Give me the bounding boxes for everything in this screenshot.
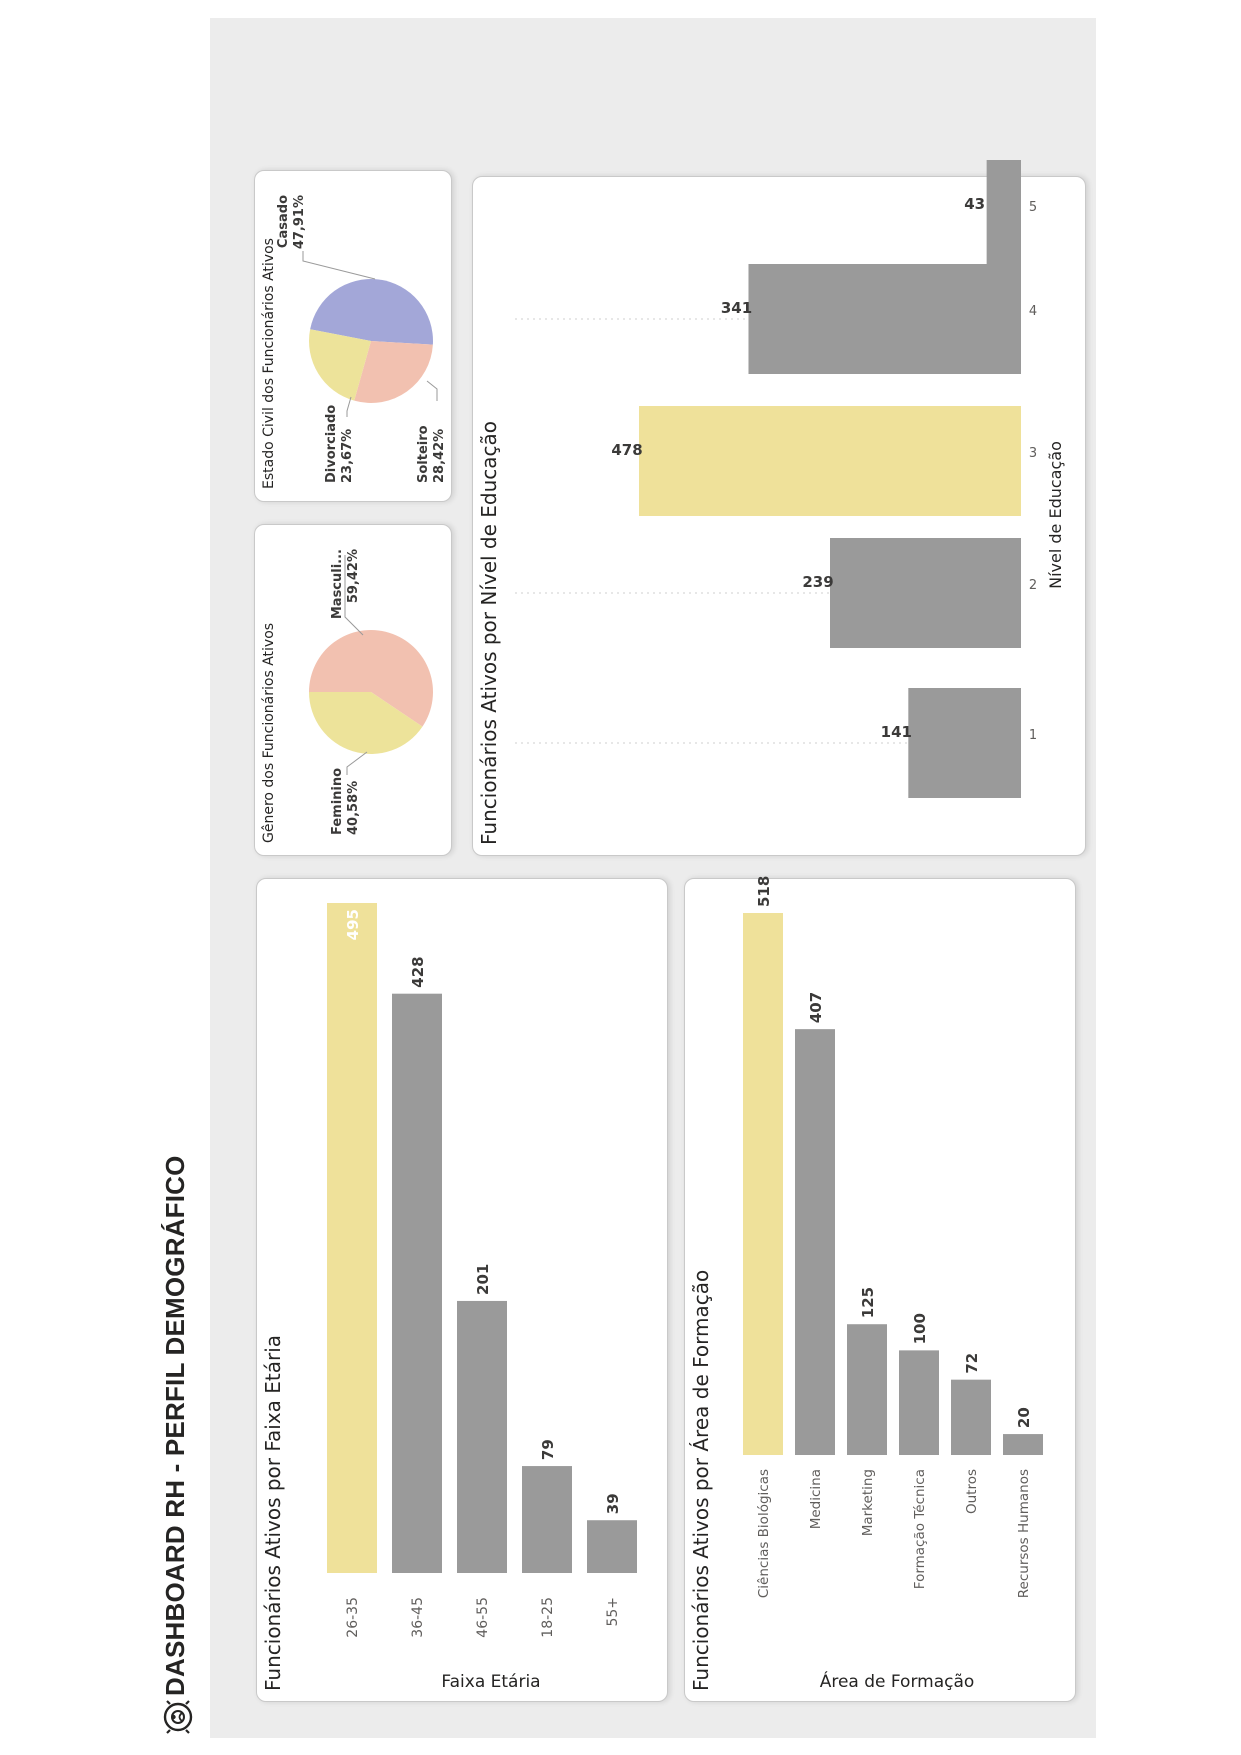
data-label: 141 <box>880 723 911 741</box>
pie-slice-divorciado <box>308 328 371 401</box>
category-label: 36-45 <box>410 1597 426 1638</box>
rotated-report-page: DASHBOARD RH - PERFIL DEMOGRÁFICO Funcio… <box>145 17 1096 1738</box>
bar-nivel-1 <box>907 687 1021 798</box>
data-label: 407 <box>807 991 825 1022</box>
card-estado-civil[interactable]: Estado Civil dos Funcionários Ativos Cas… <box>253 169 452 502</box>
card-area-formacao[interactable]: Funcionários Ativos por Área de Formação… <box>683 875 1076 1702</box>
category-label: 18-25 <box>540 1597 556 1638</box>
slice-label: Divorciado <box>324 404 339 482</box>
category-label: Recursos Humanos <box>1016 1469 1032 1598</box>
data-label: 43 <box>964 195 985 213</box>
category-label: 5 <box>1028 200 1036 215</box>
bar-36-45 <box>391 993 442 1573</box>
category-label: Marketing <box>860 1469 876 1536</box>
leader-line <box>344 554 363 635</box>
bar-Recursos Humanos <box>1002 1433 1043 1455</box>
category-label: Medicina <box>808 1469 824 1529</box>
axis-title: Área de Formação <box>819 1670 974 1692</box>
data-label: 72 <box>963 1352 981 1373</box>
data-label: 428 <box>409 956 427 987</box>
slice-label: Solteiro <box>416 425 431 483</box>
bar-46-55 <box>456 1300 507 1573</box>
report-page: DASHBOARD RH - PERFIL DEMOGRÁFICO Funcio… <box>145 17 1096 1738</box>
bar-18-25 <box>521 1465 572 1573</box>
area-formacao-chart: Ciências Biológicas 518 Medicina 407 Marketi… <box>742 875 1043 1692</box>
card-genero[interactable]: Gênero dos Funcionários Ativos Masculi..… <box>253 523 452 856</box>
category-label: 3 <box>1028 446 1036 461</box>
slice-label: Feminino <box>330 767 345 834</box>
leader-line <box>302 250 375 279</box>
bar-Outros <box>950 1379 991 1455</box>
category-label: 4 <box>1028 304 1036 319</box>
slice-percent: 23,67% <box>340 428 355 482</box>
pie-slice-solteiro <box>353 340 433 403</box>
slice-percent: 47,91% <box>292 195 307 249</box>
bar-nivel-5 <box>986 159 1021 270</box>
data-label: 39 <box>604 1493 622 1514</box>
slice-percent: 40,58% <box>346 780 361 834</box>
data-label: 341 <box>720 299 751 317</box>
pie-slice-feminino <box>308 691 422 754</box>
category-label: 55+ <box>605 1597 621 1627</box>
data-label: 239 <box>802 573 833 591</box>
bar-nivel-2 <box>829 537 1021 648</box>
bar-nivel-4 <box>747 263 1021 374</box>
report-canvas: Funcionários Ativos por Faixa Etária 26-… <box>209 17 1096 1738</box>
pie-slice-masculi <box>308 629 433 727</box>
data-label: 495 <box>344 909 362 940</box>
logo-icon <box>163 1699 192 1734</box>
category-label: Outros <box>964 1469 980 1514</box>
leader-line <box>426 380 437 401</box>
header-bar: DASHBOARD RH - PERFIL DEMOGRÁFICO <box>145 17 211 1738</box>
category-label: 26-35 <box>345 1597 361 1638</box>
page-title: DASHBOARD RH - PERFIL DEMOGRÁFICO <box>159 1154 190 1696</box>
leader-line <box>346 396 351 417</box>
bar-Medicina <box>794 1028 835 1455</box>
estado-civil-pie-chart: Casado 47,91% Solteiro 28,42% Divorciado 23,6… <box>276 194 447 483</box>
nivel-educacao-chart: 141 1 239 2 478 3 341 4 43 5 Nível de Educação <box>514 159 1065 798</box>
card-nivel-educacao[interactable]: Funcionários Ativos por Nível de Educaçã… <box>471 159 1086 856</box>
bar-26-35 <box>326 902 377 1573</box>
category-label: 2 <box>1028 578 1036 593</box>
faixa-etaria-chart: 26-35 495 36-45 428 46-55 201 18-25 79 55+ 39 Faix… <box>326 902 637 1692</box>
data-label: 79 <box>539 1439 557 1460</box>
data-label: 478 <box>611 441 642 459</box>
card-faixa-etaria[interactable]: Funcionários Ativos por Faixa Etária 26-… <box>255 877 668 1702</box>
slice-percent: 28,42% <box>432 428 447 482</box>
leader-line <box>346 751 367 775</box>
data-label: 100 <box>911 1313 929 1344</box>
slice-label: Masculi... <box>330 549 345 619</box>
data-label: 201 <box>474 1263 492 1294</box>
genero-pie-chart: Masculi... 59,42% Feminino 40,58% <box>308 549 433 835</box>
bar-Marketing <box>846 1323 887 1455</box>
bar-Ciências Biológicas <box>742 912 783 1455</box>
bar-nivel-3 <box>638 405 1021 516</box>
category-label: Formação Técnica <box>912 1469 928 1589</box>
category-label: 1 <box>1028 728 1036 743</box>
category-label: 46-55 <box>475 1597 491 1638</box>
slice-percent: 59,42% <box>346 549 361 603</box>
data-label: 518 <box>755 875 773 906</box>
axis-title: Nível de Educação <box>1046 441 1065 589</box>
data-label: 20 <box>1015 1407 1033 1428</box>
slice-label: Casado <box>276 194 291 247</box>
category-label: Ciências Biológicas <box>756 1469 772 1598</box>
bar-55+ <box>586 1519 637 1573</box>
data-label: 125 <box>859 1286 877 1317</box>
bar-Formação Técnica <box>898 1349 939 1455</box>
pie-slice-casado <box>309 278 433 345</box>
axis-title: Faixa Etária <box>441 1672 540 1692</box>
